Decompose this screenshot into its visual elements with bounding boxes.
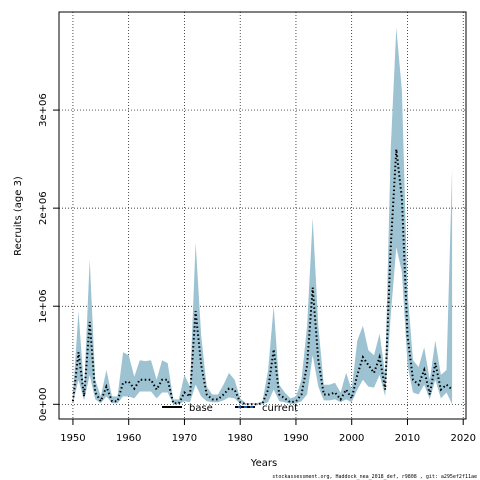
legend-base-label: base — [189, 403, 213, 414]
series-current-line — [71, 149, 453, 406]
y-axis-title: Recruits (age 3) — [13, 176, 24, 256]
x-tick-label-2020: 2020 — [450, 433, 475, 444]
legend-current-label: current — [262, 403, 298, 414]
x-tick-label-1980: 1980 — [227, 433, 252, 444]
y-axis: 0e+00 1e+06 2e+06 3e+06 — [38, 93, 59, 421]
y-tick-label-0: 0e+00 — [38, 387, 49, 421]
x-tick-label-2000: 2000 — [339, 433, 364, 444]
y-tick-label-3000000: 3e+06 — [38, 93, 49, 127]
footnote: stockassessment.org, Haddock_nea_2018_de… — [272, 474, 477, 480]
x-axis-title: Years — [250, 458, 277, 469]
y-tick-label-1000000: 1e+06 — [38, 289, 49, 323]
x-tick-label-1970: 1970 — [172, 433, 197, 444]
x-axis: 1950 1960 1970 1980 1990 2000 2010 2020 — [60, 419, 476, 444]
legend: base current — [162, 403, 298, 414]
confidence-band — [72, 27, 453, 405]
x-tick-label-1960: 1960 — [116, 433, 141, 444]
x-tick-label-2010: 2010 — [395, 433, 420, 444]
x-tick-label-1990: 1990 — [283, 433, 308, 444]
x-tick-label-1950: 1950 — [60, 433, 85, 444]
plot-frame — [58, 11, 467, 420]
y-tick-label-2000000: 2e+06 — [38, 191, 49, 225]
